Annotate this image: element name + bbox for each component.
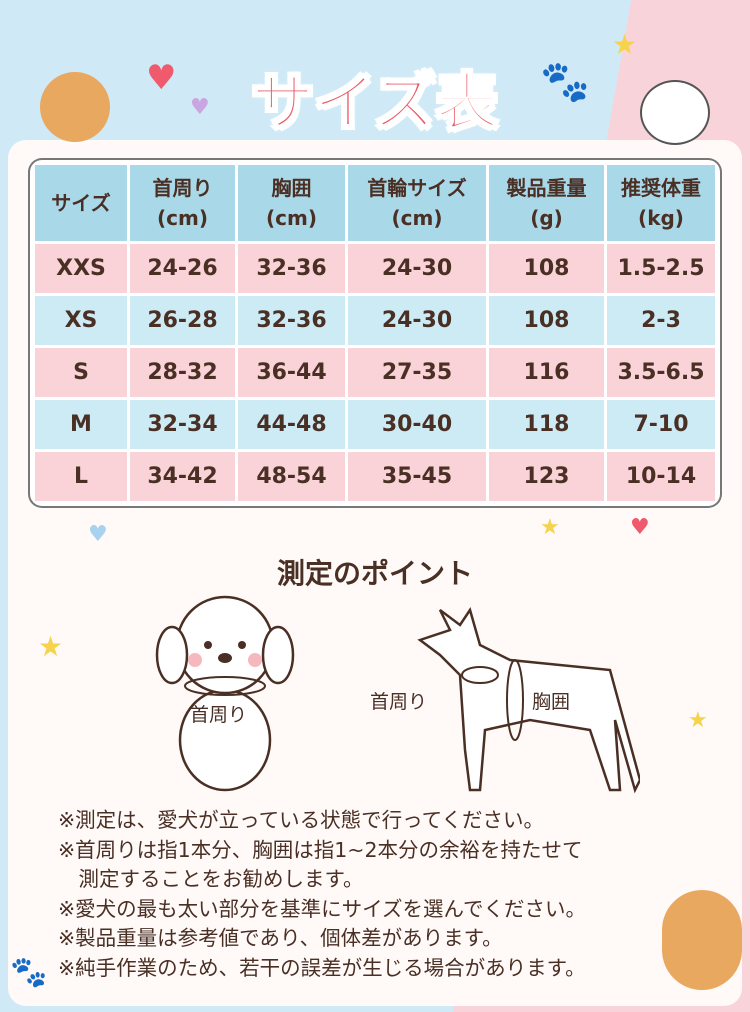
cell: 108 [489,296,604,345]
cell: 32-36 [238,244,345,293]
paw-icon: 🐾 [540,59,590,105]
cell: 108 [489,244,604,293]
heart-icon: ♥ [88,522,108,547]
heart-icon: ♥ [190,95,210,120]
cell: 35-45 [348,452,486,501]
note: ※首周りは指1本分、胸囲は指1~2本分の余裕を持たせて [58,837,583,862]
heart-icon: ♥ [630,515,650,540]
note: ※製品重量は参考値であり、個体差があります。 [58,926,503,950]
cell: L [35,452,127,501]
star-icon: ★ [38,630,64,663]
note: 測定することをお勧めします。 [58,867,364,891]
cell: 118 [489,400,604,449]
cell: XXS [35,244,127,293]
header-weight: 製品重量 (g) [489,165,604,241]
cell: 123 [489,452,604,501]
cell: 24-30 [348,296,486,345]
cat-icon [640,80,710,145]
note: ※愛犬の最も太い部分を基準にサイズを選んでください。 [58,896,587,921]
measure-title: 測定のポイント [276,557,473,590]
cell: 7-10 [607,400,715,449]
cell: 3.5-6.5 [607,348,715,397]
dog-side-illustration [417,607,640,794]
page-title: サイズ表 [251,65,499,140]
heart-icon: ♥ [146,58,177,98]
cell: 48-54 [238,452,345,501]
star-icon: ★ [688,708,708,733]
cell: M [35,400,127,449]
cell: 28-32 [130,348,235,397]
header-size: サイズ [35,165,127,241]
size-table: サイズ 首周り (cm) 胸囲 (cm) 首輪サイズ (cm) 製品重量 (g) 推奨体… [30,160,720,506]
cell: 36-44 [238,348,345,397]
note: ※測定は、愛犬が立っている状態で行ってください。 [58,808,545,832]
cell: 44-48 [238,400,345,449]
cell: 24-30 [348,244,486,293]
chest-label: 胸囲 [532,691,571,713]
header-dog-weight: 推奨体重 (kg) [607,165,715,241]
shiba-dog-icon [40,72,110,142]
cell: 1.5-2.5 [607,244,715,293]
table-row: L 34-42 48-54 35-45 123 10-14 [35,452,715,501]
table-row: XXS 24-26 32-36 24-30 108 1.5-2.5 [35,244,715,293]
cell: 10-14 [607,452,715,501]
cell: 116 [489,348,604,397]
cell: 2-3 [607,296,715,345]
header-chest: 胸囲 (cm) [238,165,345,241]
table-row: M 32-34 44-48 30-40 118 7-10 [35,400,715,449]
cell: 27-35 [348,348,486,397]
cell: XS [35,296,127,345]
cell: 32-34 [130,400,235,449]
cell: 24-26 [130,244,235,293]
notes: ※測定は、愛犬が立っている状態で行ってください。 ※首周りは指1本分、胸囲は指1… [58,806,586,983]
poodle-front-illustration [155,595,295,792]
cell: 32-36 [238,296,345,345]
paw-icon: 🐾 [10,955,48,990]
shiba-dog-icon [662,890,742,990]
star-icon: ★ [540,515,560,540]
cell: 30-40 [348,400,486,449]
star-icon: ★ [612,28,638,61]
table-row: XS 26-28 32-36 24-30 108 2-3 [35,296,715,345]
header-neck: 首周り (cm) [130,165,235,241]
cell: S [35,348,127,397]
note: ※純手作業のため、若干の誤差が生じる場合があります。 [58,955,586,980]
neck-label-front: 首周り [190,704,248,726]
table-header-row: サイズ 首周り (cm) 胸囲 (cm) 首輪サイズ (cm) 製品重量 (g) 推奨体… [35,165,715,241]
cell: 26-28 [130,296,235,345]
cell: 34-42 [130,452,235,501]
neck-label-side: 首周り [370,691,428,713]
header-collar: 首輪サイズ (cm) [348,165,486,241]
table-row: S 28-32 36-44 27-35 116 3.5-6.5 [35,348,715,397]
